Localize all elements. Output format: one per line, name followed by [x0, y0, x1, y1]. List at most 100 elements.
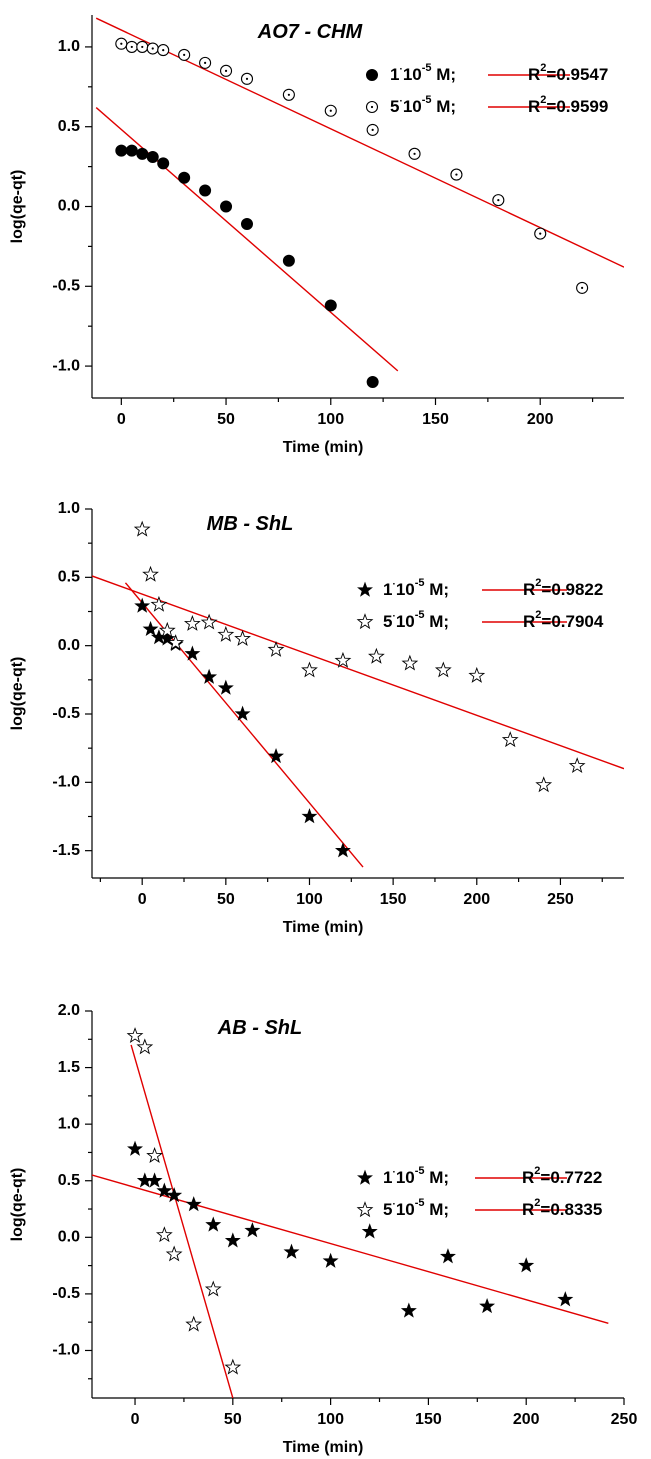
fit-line-series-1 — [95, 107, 399, 372]
chart-2: 0 50 100 150 200 250 -1.5 -1.0 -0.5 0.0 0.5 1.0 Time… — [9, 500, 624, 936]
data-point — [146, 42, 159, 55]
data-point — [199, 56, 212, 69]
data-point — [204, 1280, 222, 1297]
chart-3: 0 50 100 150 200 250 -1.0 -0.5 0.0 0.5 1.0 1.5 2.0 Ti… — [9, 1002, 637, 1456]
data-point-dot — [371, 128, 374, 131]
data-point — [366, 123, 379, 136]
y-tick-label: -1.0 — [52, 357, 80, 374]
fit-line-series-2 — [130, 1044, 234, 1398]
data-point — [492, 194, 505, 207]
y-tick-label: 0.5 — [58, 569, 80, 586]
data-point — [324, 104, 337, 117]
legend-marker — [357, 1169, 373, 1185]
data-point — [127, 1140, 143, 1156]
data-point — [183, 614, 201, 631]
data-point-dot — [204, 61, 207, 64]
data-point — [115, 144, 128, 157]
legend-entry-1: 1·10-5 M; R2=0.7722 — [357, 1165, 602, 1188]
data-point — [159, 630, 176, 646]
x-tick-label: 200 — [527, 411, 554, 428]
data-point — [334, 651, 352, 668]
x-tick-label: 50 — [224, 1411, 242, 1428]
legend-entry-1: 1·10-5 M; R2=0.9547 — [366, 62, 608, 85]
data-point — [440, 1248, 456, 1264]
legend-label: 1·10-5 M; — [390, 62, 456, 85]
data-point — [501, 731, 519, 748]
series-2 — [133, 520, 586, 793]
data-point — [142, 620, 159, 637]
data-point-dot — [141, 45, 144, 49]
legend-entry-2: 5·10-5 M; R2=0.7904 — [356, 609, 604, 631]
fit-line-series-1 — [124, 582, 364, 868]
data-point — [450, 168, 463, 181]
data-point — [167, 634, 185, 651]
legend-entry-1: 1·10-5 M; R2=0.9822 — [357, 577, 603, 599]
data-point — [400, 1302, 417, 1318]
y-tick-label: 0.0 — [58, 198, 80, 215]
x-tick-label: 100 — [317, 411, 344, 428]
y-tick-label: 0.0 — [58, 1229, 80, 1246]
data-point — [408, 147, 421, 160]
data-point-dot — [183, 53, 186, 56]
y-tick-label: 0.5 — [58, 1172, 80, 1189]
chart-title: MB - ShL — [207, 513, 294, 535]
y-tick-label: 1.5 — [58, 1059, 80, 1076]
data-point — [468, 666, 486, 683]
x-tick-label: 150 — [422, 411, 449, 428]
data-point-dot — [329, 109, 332, 112]
data-point — [126, 1027, 144, 1044]
data-point — [125, 144, 138, 157]
data-point — [283, 1243, 300, 1259]
x-tick-label: 50 — [217, 411, 235, 428]
data-point — [434, 661, 452, 678]
data-point — [334, 842, 351, 858]
y-tick-label: -0.5 — [52, 1285, 80, 1302]
data-point — [479, 1297, 496, 1314]
data-point — [240, 218, 253, 231]
data-point — [199, 184, 212, 197]
data-point — [136, 1038, 154, 1055]
data-point — [557, 1291, 574, 1307]
x-tick-label: 150 — [415, 1411, 442, 1428]
legend-marker-dot — [370, 105, 374, 109]
x-tick-label: 200 — [513, 1411, 540, 1428]
data-point — [282, 88, 295, 101]
chart-1: 0 50 100 150 200 -1.0 -0.5 0.0 0.5 1.0 Time (min) l… — [9, 15, 624, 456]
data-point-dot — [413, 152, 416, 155]
legend-r2-label: R2=0.7722 — [522, 1165, 602, 1188]
legend-marker — [366, 69, 378, 81]
data-point — [217, 625, 235, 642]
data-point — [224, 1232, 241, 1248]
data-point-dot — [151, 47, 154, 50]
data-point — [219, 64, 233, 77]
x-tick-label: 0 — [131, 1411, 140, 1428]
legend-marker — [365, 100, 379, 114]
data-point — [136, 147, 149, 160]
x-axis-title: Time (min) — [283, 439, 364, 456]
y-tick-label: 1.0 — [58, 1115, 80, 1132]
series-2 — [115, 37, 589, 294]
y-tick-label: 1.0 — [58, 500, 80, 517]
x-tick-label: 0 — [117, 411, 126, 428]
data-point — [224, 1358, 242, 1375]
y-axis-title: log(qe-qt) — [9, 657, 26, 731]
data-point — [146, 1147, 163, 1163]
x-tick-label: 250 — [611, 1411, 638, 1428]
data-point-dot — [497, 199, 500, 202]
data-point — [366, 376, 379, 389]
data-point — [220, 200, 233, 213]
data-point-dot — [130, 45, 133, 49]
data-point — [150, 595, 168, 612]
data-point — [156, 1182, 173, 1198]
data-point — [301, 661, 318, 678]
data-point — [217, 679, 234, 695]
data-point — [244, 1222, 261, 1238]
y-axis-title: log(qe-qt) — [9, 170, 26, 244]
data-point-dot — [224, 69, 228, 72]
data-point — [165, 1245, 183, 1262]
data-point-dot — [162, 49, 165, 52]
data-point — [155, 1226, 173, 1243]
data-point — [240, 72, 254, 85]
y-axis-title: log(qe-qt) — [9, 1168, 26, 1242]
